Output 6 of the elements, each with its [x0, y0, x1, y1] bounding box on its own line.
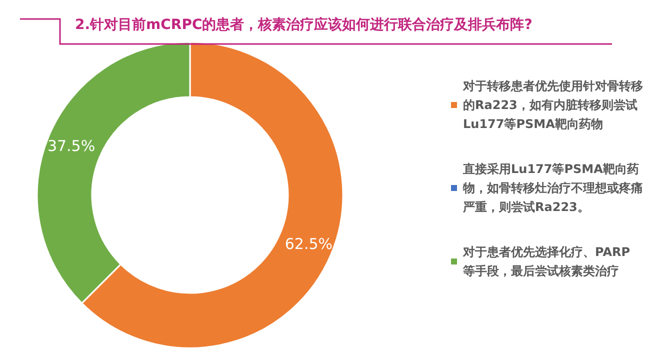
legend-label: 对于患者优先选择化疗、PARP等手段，最后尝试核素类治疗	[462, 245, 630, 278]
legend-label: 直接采用Lu177等PSMA靶向药物，如骨转移灶治疗不理想或疼痛严重，则尝试Ra223。	[462, 162, 643, 214]
chart-title: 2.针对目前mCRPC的患者，核素治疗应该如何进行联合治疗及排兵布阵?	[75, 16, 532, 33]
legend-label: 对于转移患者优先使用针对骨转移的Ra223，如有内脏转移则尝试Lu177等PSMA靶向药物	[462, 79, 643, 131]
data-label: 62.5%	[284, 235, 333, 254]
data-label: 37.5%	[47, 136, 96, 155]
